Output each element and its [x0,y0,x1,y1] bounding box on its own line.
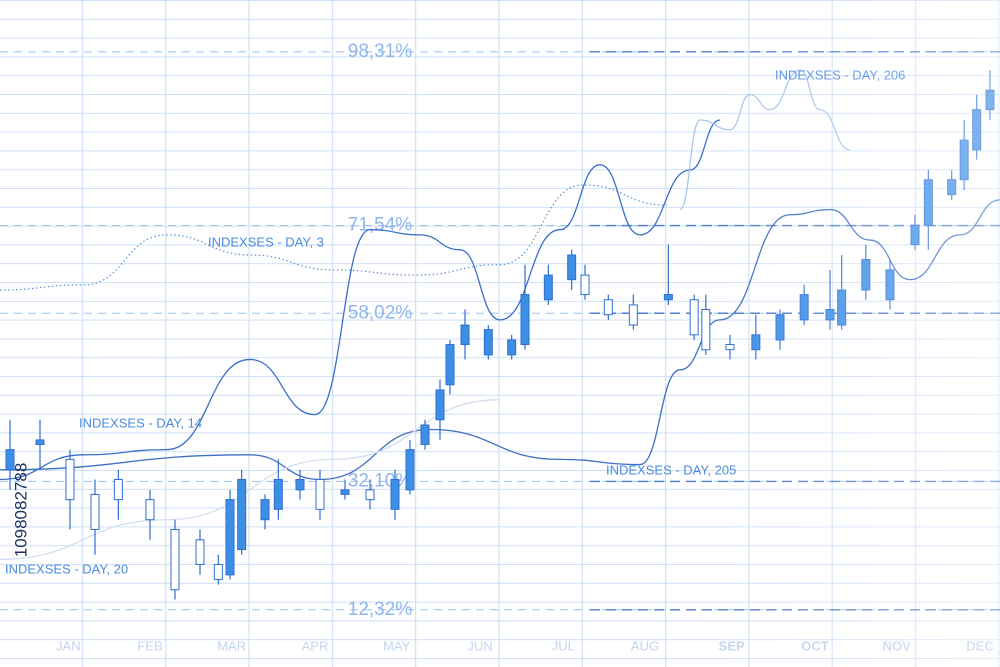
candle-body [663,294,673,301]
candle-body [520,294,530,346]
line-label: INDEXSES - DAY, 14 [79,415,202,430]
candle-body [340,489,350,495]
x-tick-label: JAN [56,638,81,653]
candle-body [170,528,180,591]
x-tick-label: MAR [217,638,246,653]
index-line [0,119,721,481]
candle-body [420,424,430,445]
candle-body [435,389,445,421]
candle-body [460,324,470,346]
x-tick-label: JUL [552,638,575,653]
candle-body [603,299,613,316]
candle-body [315,478,325,510]
candle-body [213,563,223,580]
y-tick-label: 32,10% [348,470,413,491]
candle-body [390,478,400,510]
candle-body [273,478,283,510]
candle-body [237,478,247,551]
candle-body [145,499,155,521]
y-tick-label: 58,02% [348,302,413,323]
y-tick-label: 71,54% [348,215,413,236]
y-tick-label: 98,31% [348,41,413,62]
x-tick-label: FEB [137,638,162,653]
candle-body [689,299,699,336]
candle-body [507,339,517,356]
candle-body [405,449,415,491]
candle-body [35,439,45,445]
x-tick-label: MAY [383,638,411,653]
x-tick-label: JUN [467,638,492,653]
candle-body [543,274,553,301]
fade [700,0,1000,667]
image-id: 1098082788 [11,463,30,558]
candle-body [445,344,455,386]
index-line [0,184,667,291]
candle-body [295,478,305,491]
candle-body [580,274,590,296]
candle-body [225,499,235,576]
candle-body [113,478,123,501]
candle-body [483,329,493,356]
candle-body [90,493,100,530]
index-line [0,399,501,560]
candle-body [260,499,270,521]
candle-body [567,254,577,281]
x-tick-label: AUG [631,638,659,653]
x-tick-label: APR [302,638,329,653]
line-label: INDEXSES - DAY, 20 [5,561,128,576]
candle-body [195,539,205,565]
candle-body [5,449,15,471]
y-tick-label: 12,32% [348,599,413,620]
candle-body [65,458,75,501]
candle-body [365,489,375,501]
line-label: INDEXSES - DAY, 3 [208,234,324,249]
candle-body [628,304,638,326]
